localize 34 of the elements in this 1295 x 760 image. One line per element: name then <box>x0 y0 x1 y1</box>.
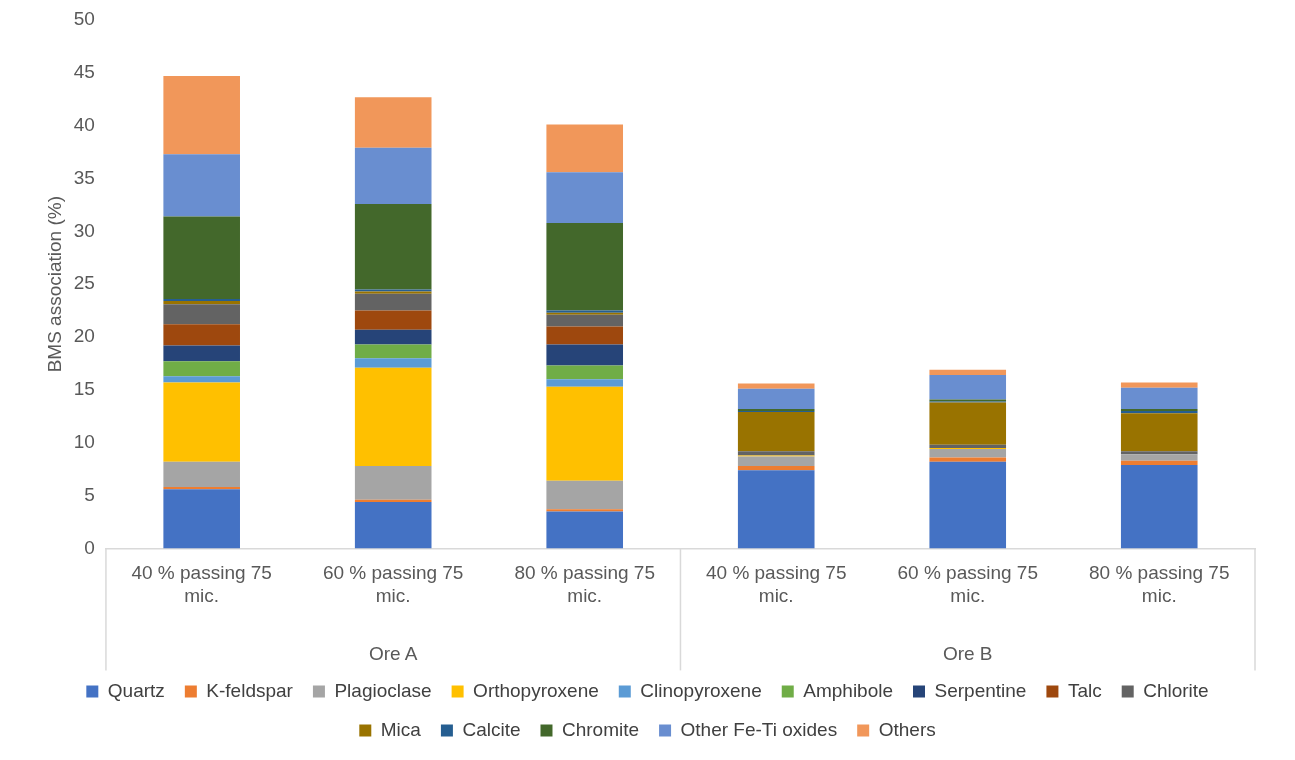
y-tick-label: 0 <box>84 536 95 558</box>
text: Ore B <box>942 642 993 664</box>
y-tick-label: 50 <box>73 8 95 30</box>
legend-label: K-feldspar <box>206 679 294 701</box>
y-tick-label: 10 <box>73 430 95 452</box>
y-tick-label: 20 <box>73 325 95 347</box>
legend-label: Chromite <box>561 718 640 740</box>
y-axis-title: BMS association (%) <box>43 196 65 373</box>
y-tick-label: 15 <box>73 378 95 400</box>
y-tick-label: 30 <box>73 219 95 241</box>
y-tick-label: 40 <box>73 113 95 135</box>
legend-label: Mica <box>380 718 422 740</box>
legend-label: Chlorite <box>1143 679 1209 701</box>
legend-label: Orthopyroxene <box>473 679 599 701</box>
y-tick-label: 45 <box>73 61 95 83</box>
y-tick-label: 25 <box>73 272 95 294</box>
x-tick-label: 60 % passing 75 mic. <box>897 562 1038 606</box>
x-tick-label: 40 % passing 75 mic. <box>705 562 847 606</box>
legend-label: Quartz <box>107 679 165 701</box>
legend-label: Amphibole <box>803 679 894 701</box>
legend-label: Others <box>878 718 936 740</box>
y-tick-label: 35 <box>73 166 95 188</box>
legend-label: Clinopyroxene <box>640 679 762 701</box>
x-tick-label: 80 % passing 75 mic. <box>1088 562 1230 606</box>
x-tick-label: 40 % passing 75 mic. <box>131 562 272 606</box>
legend-label: Plagioclase <box>334 679 432 701</box>
legend-label: Serpentine <box>934 679 1027 701</box>
legend-label: Calcite <box>462 718 521 740</box>
legend-label: Talc <box>1067 679 1102 701</box>
legend-label: Other Fe-Ti oxides <box>680 718 838 740</box>
y-tick-label: 5 <box>84 483 95 505</box>
x-tick-label: 80 % passing 75 mic. <box>514 562 655 606</box>
x-tick-label: 60 % passing 75 mic. <box>322 562 464 606</box>
text: Ore A <box>368 642 418 664</box>
